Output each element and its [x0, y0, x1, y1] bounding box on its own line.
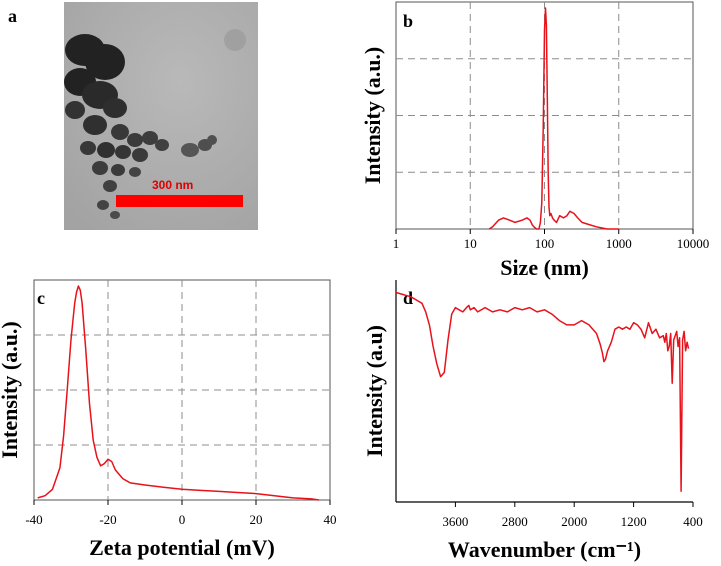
x-axis-title: Wavenumber (cm⁻¹) [448, 537, 641, 562]
panel-letter-b: b [403, 11, 413, 31]
y-axis-title: Intensity (a.u.) [360, 47, 385, 185]
size-distribution-chart: 1 10 100 1000 10000 Size (nm) Intensity (a.u.) [360, 1, 710, 280]
data-series-line [37, 285, 320, 501]
x-tick-label: 3600 [442, 514, 468, 529]
x-tick-label: 10 [464, 236, 477, 251]
panel-letter-c: c [37, 288, 45, 308]
x-tick-label: 40 [324, 512, 337, 527]
x-tick-label: 1000 [606, 236, 632, 251]
y-axis-title: Intensity (a.u.) [0, 321, 22, 459]
x-tick-label: 100 [535, 236, 555, 251]
x-tick-label: 20 [250, 512, 263, 527]
x-tick-label: 0 [179, 512, 186, 527]
x-tick-label: 10000 [677, 236, 710, 251]
x-tick-label: 2000 [561, 514, 587, 529]
x-tick-label: 2800 [502, 514, 528, 529]
data-series-line [395, 291, 690, 492]
x-tick-label: -20 [99, 512, 116, 527]
scale-bar-label: 300 nm [152, 178, 193, 192]
data-series-line [488, 7, 619, 230]
zeta-potential-chart: -40 -20 0 20 40 Zeta potential (mV) Intensity … [0, 279, 337, 560]
x-axis-title: Size (nm) [500, 255, 589, 280]
panel-letter-d: d [403, 288, 413, 308]
nanoparticle-cluster [64, 34, 217, 219]
x-tick-label: 1 [393, 236, 400, 251]
x-tick-label: 400 [683, 514, 703, 529]
x-tick-label: -40 [25, 512, 42, 527]
panel-letter-a: a [8, 6, 17, 26]
x-axis-title: Zeta potential (mV) [89, 535, 275, 560]
tem-image: 300 nm [64, 2, 258, 230]
ftir-spectrum-chart: 3600 2800 2000 1200 400 Wavenumber (cm⁻¹) Inte… [362, 280, 703, 562]
scale-bar [116, 195, 243, 207]
y-axis-title: Intensity (a.u) [362, 325, 387, 457]
x-tick-label: 1200 [621, 514, 647, 529]
